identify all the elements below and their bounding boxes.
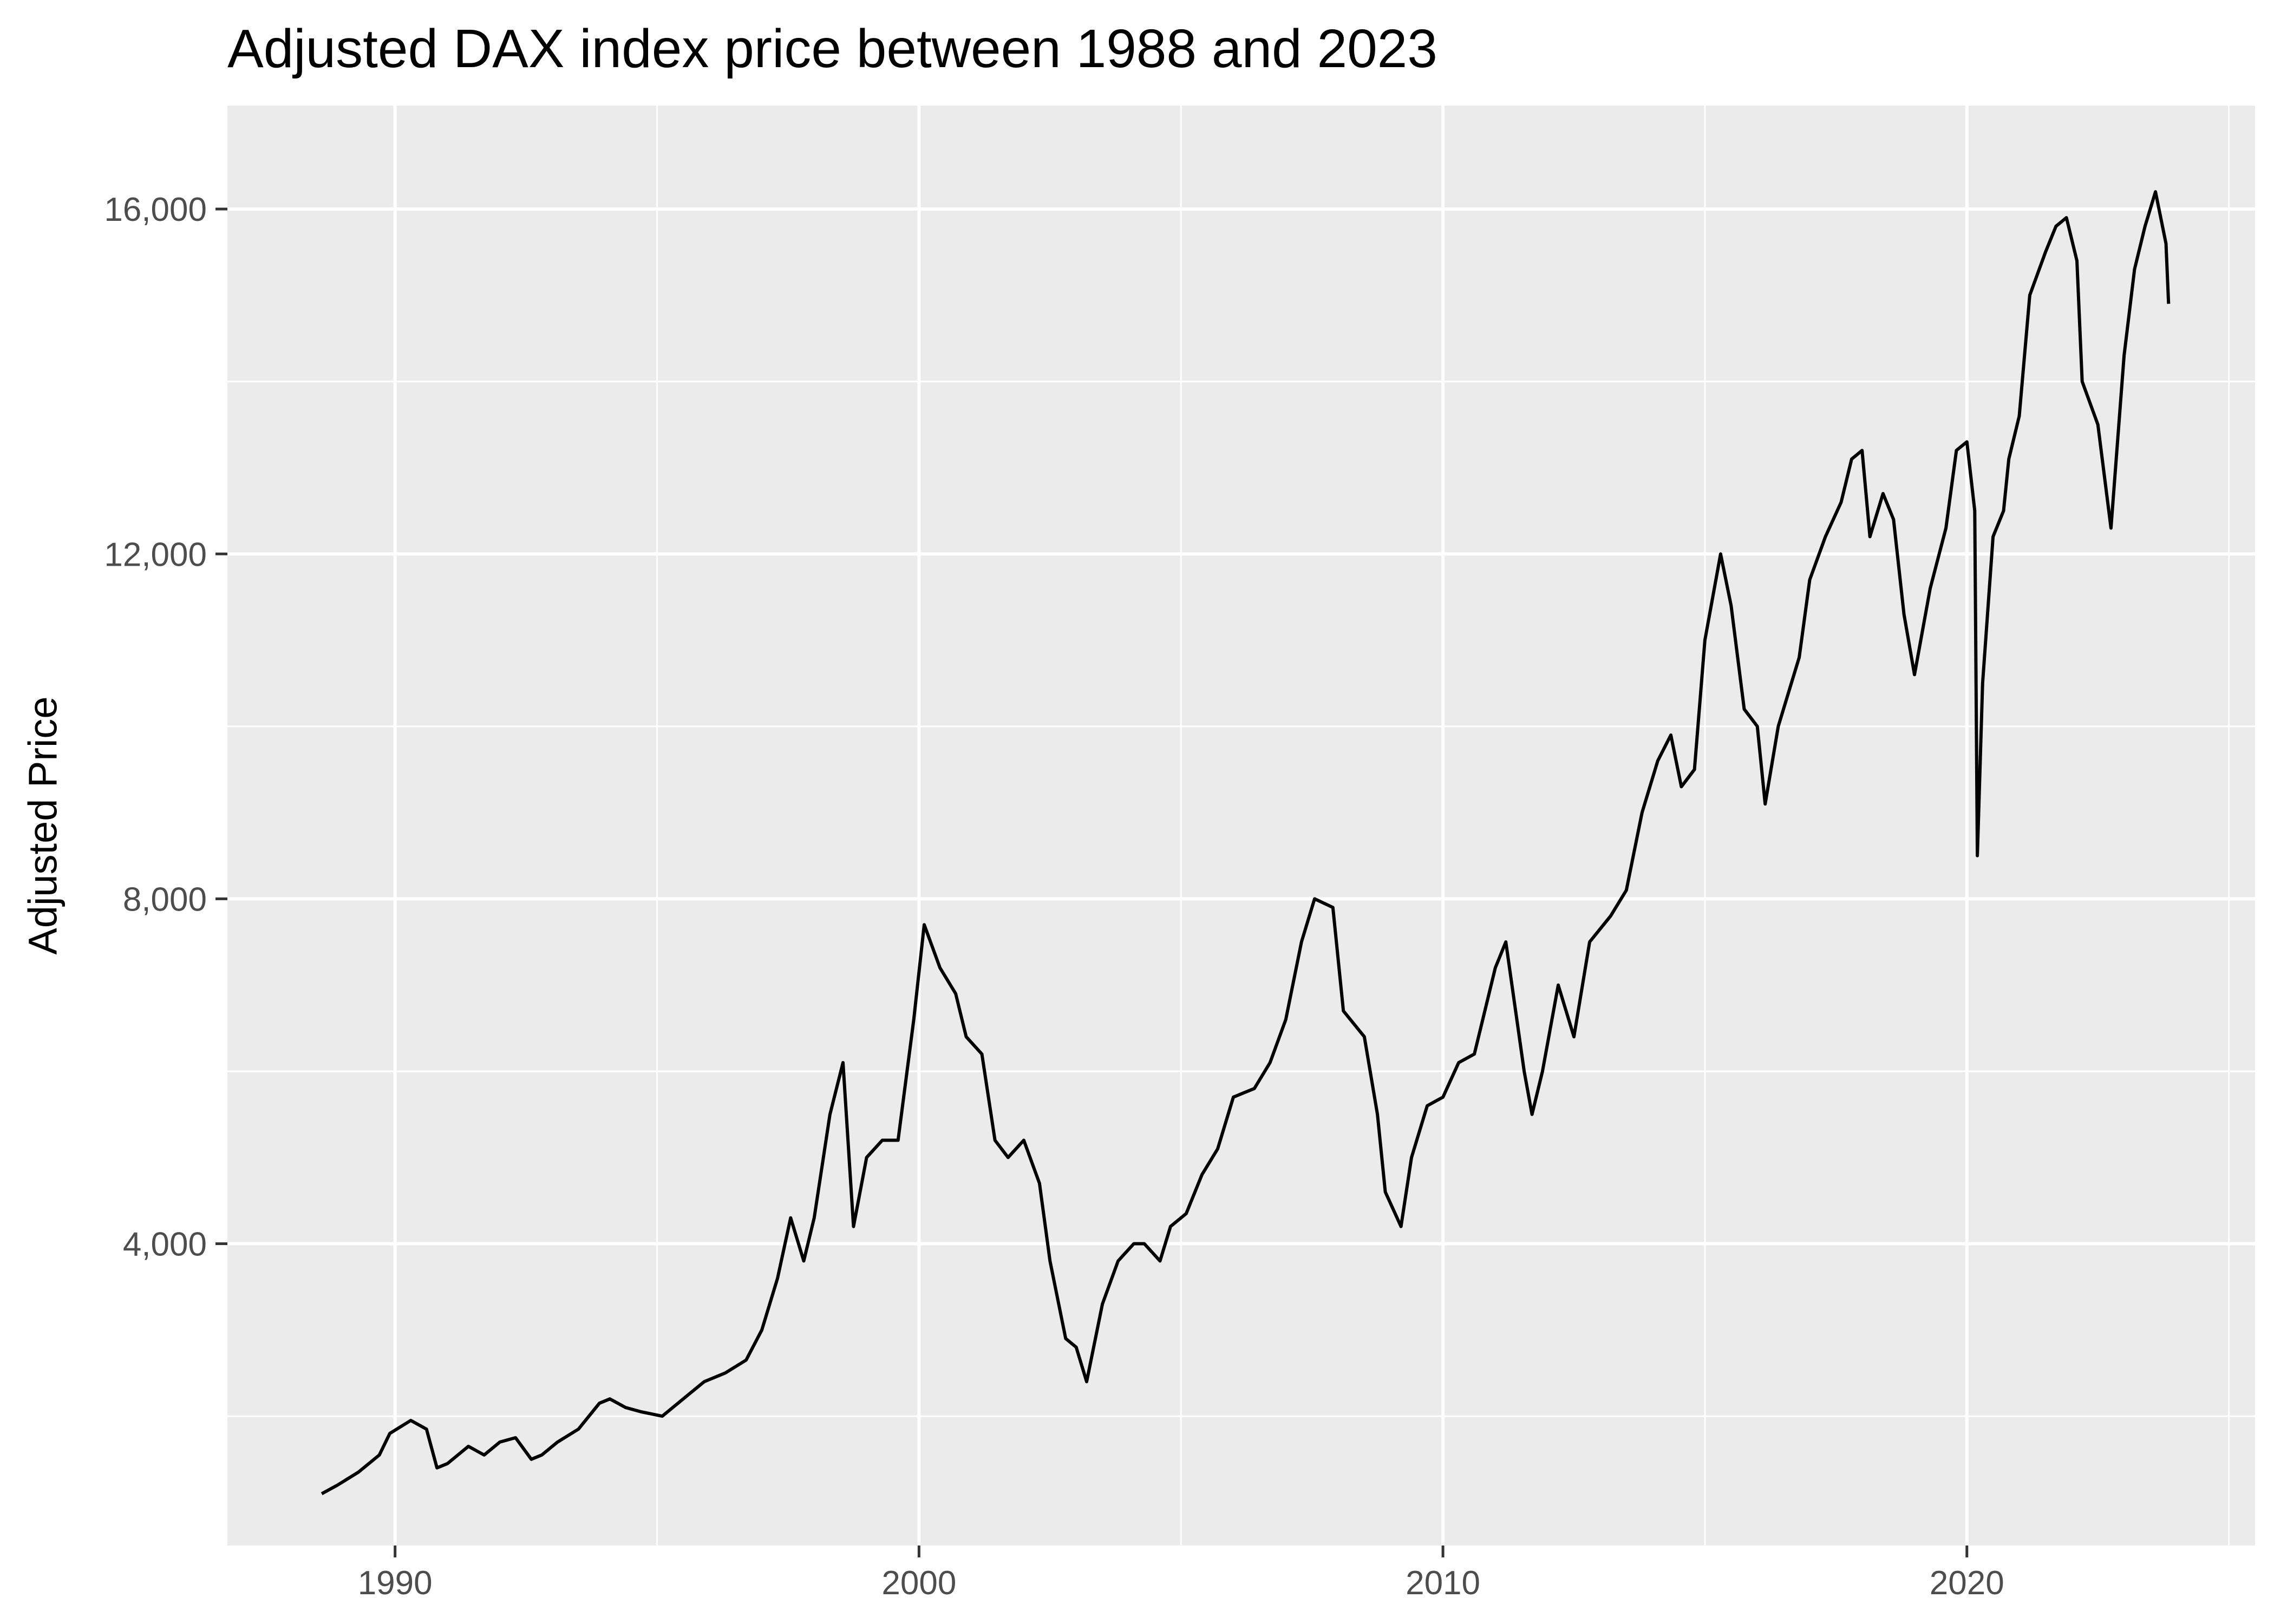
chart-title: Adjusted DAX index price between 1988 an… [227,18,1437,79]
major-gridlines [227,106,2255,1546]
x-tick-label: 2010 [1406,1564,1480,1602]
x-tick-label: 1990 [358,1564,433,1602]
y-tick-label: 8,000 [123,881,207,918]
y-axis-title: Adjusted Price [21,696,66,954]
x-axis: 1990 2000 2010 2020 [358,1546,2004,1602]
y-axis: 4,000 8,000 12,000 16,000 [104,191,227,1263]
minor-gridlines [227,106,2255,1546]
y-tick-label: 12,000 [104,536,207,573]
plot-panel [227,106,2255,1546]
x-tick-label: 2020 [1930,1564,2004,1602]
series-line [321,190,2171,1496]
x-tick-label: 2000 [881,1564,956,1602]
y-tick-label: 16,000 [104,191,207,228]
y-tick-label: 4,000 [123,1226,207,1263]
